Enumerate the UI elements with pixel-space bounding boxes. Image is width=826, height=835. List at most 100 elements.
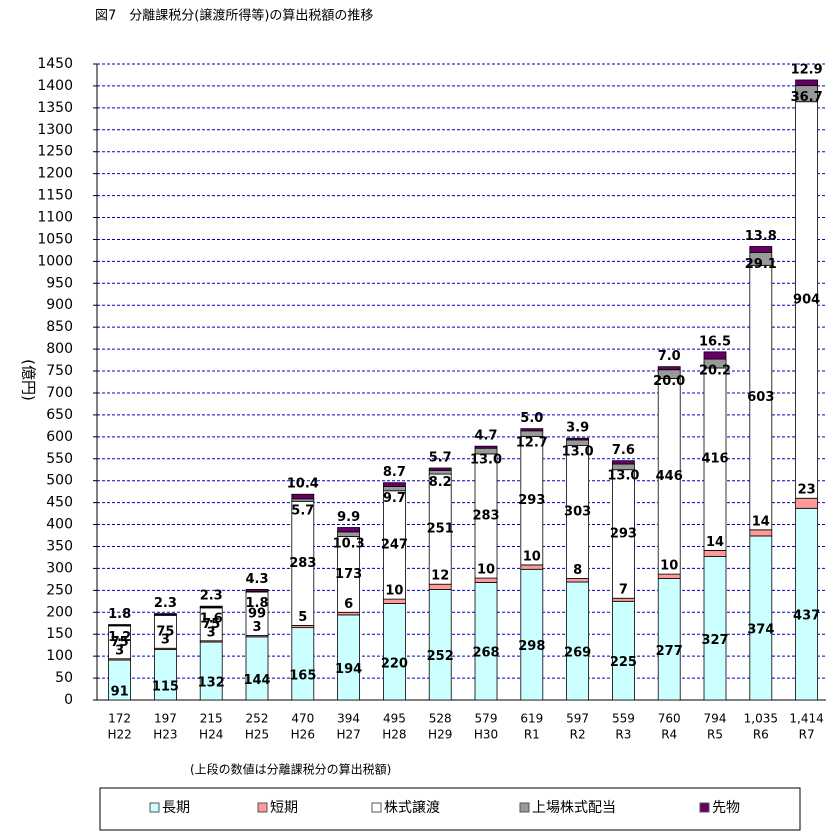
data-label: 603 — [747, 390, 774, 405]
bar-segment — [612, 460, 635, 465]
bar-segment — [520, 428, 544, 432]
data-label: 10.3 — [333, 536, 365, 551]
bar-segment — [749, 529, 773, 537]
data-label: 283 — [289, 556, 316, 571]
x-total-label: 528 — [429, 712, 452, 726]
y-axis-label: (億円) — [20, 359, 38, 401]
bar-segment — [337, 614, 361, 701]
y-tick-label: 1200 — [37, 166, 73, 182]
data-label: 9.7 — [383, 491, 406, 506]
data-label: 12.9 — [791, 62, 823, 77]
data-label: 6 — [344, 597, 353, 612]
data-label: 293 — [518, 493, 545, 508]
x-total-label: 394 — [337, 712, 360, 726]
y-tick-label: 150 — [46, 626, 73, 642]
data-label: 247 — [381, 537, 408, 552]
legend-label: 株式譲渡 — [384, 800, 440, 816]
bar-segment — [703, 556, 727, 701]
data-label: 4.3 — [245, 572, 268, 587]
legend-swatch — [257, 802, 268, 813]
data-label: 144 — [243, 673, 270, 688]
y-tick-label: 1150 — [37, 188, 73, 204]
data-label: 1.8 — [108, 607, 131, 622]
data-label: 16.5 — [699, 334, 731, 349]
data-label: 7.6 — [612, 443, 635, 458]
data-label: 12 — [431, 569, 449, 584]
x-tick-label: H27 — [336, 728, 360, 742]
legend-label: 長期 — [162, 800, 190, 816]
data-label: 36.7 — [791, 90, 823, 105]
note: (上段の数値は分離課税分の算出税額) — [190, 762, 391, 777]
x-tick-label: R5 — [707, 728, 723, 742]
x-total-label: 495 — [383, 712, 406, 726]
data-label: 91 — [111, 685, 129, 700]
x-tick-label: R3 — [615, 728, 631, 742]
legend-label: 上場株式配当 — [532, 800, 616, 816]
legend-swatch — [371, 802, 382, 813]
x-tick-label: R6 — [753, 728, 769, 742]
bar-segment — [795, 79, 819, 87]
x-tick-label: H24 — [199, 728, 223, 742]
bar-segment — [566, 437, 590, 441]
data-label: 13.8 — [745, 229, 777, 244]
chart-title: 図7 分離課税分(譲渡所得等)の算出税額の推移 — [95, 8, 373, 24]
data-label: 416 — [701, 452, 728, 467]
bar-segment — [428, 470, 452, 475]
x-total-label: 559 — [612, 712, 635, 726]
data-label: 298 — [518, 639, 545, 654]
data-label: 277 — [656, 644, 683, 659]
bar-segment — [657, 366, 681, 371]
data-label: 194 — [335, 662, 362, 677]
x-tick-label: H22 — [107, 728, 131, 742]
x-total-label: 470 — [291, 712, 314, 726]
bar-segment — [474, 582, 498, 701]
legend-label: 短期 — [270, 800, 298, 816]
bar-segment — [566, 581, 590, 701]
bar-segment — [245, 589, 269, 592]
data-label: 14 — [706, 535, 724, 550]
bar-segment — [337, 527, 361, 533]
x-tick-label: H26 — [291, 728, 315, 742]
x-total-label: 1,035 — [744, 712, 778, 726]
data-label: 29.1 — [745, 257, 777, 272]
data-label: 5 — [298, 610, 307, 625]
x-tick-label: H29 — [428, 728, 452, 742]
data-label: 13.0 — [607, 469, 639, 484]
bar-segment — [383, 482, 406, 487]
data-label: 252 — [427, 649, 454, 664]
data-label: 303 — [564, 505, 591, 520]
data-label: 75 — [111, 635, 129, 650]
data-label: 2.3 — [154, 596, 177, 611]
bar-segment — [428, 467, 452, 471]
data-label: 3 — [115, 643, 124, 658]
bar-segment — [612, 600, 635, 701]
bar-segment — [154, 613, 177, 616]
x-tick-label: R1 — [524, 728, 540, 742]
bar-segment — [566, 578, 590, 583]
y-tick-label: 850 — [46, 319, 73, 335]
x-tick-label: R2 — [570, 728, 586, 742]
data-label: 251 — [427, 522, 454, 537]
bar-segment — [474, 445, 498, 449]
data-label: 10 — [477, 563, 495, 578]
bar-segment — [703, 351, 727, 360]
data-label: 8.2 — [429, 475, 452, 490]
y-tick-label: 1050 — [37, 231, 73, 247]
data-label: 2.3 — [200, 589, 223, 604]
y-tick-label: 1300 — [37, 122, 73, 138]
x-total-label: 252 — [246, 712, 269, 726]
bar-segment — [108, 624, 132, 626]
y-tick-label: 0 — [64, 692, 73, 708]
data-label: 12.7 — [516, 435, 548, 450]
bar-segment — [383, 598, 406, 604]
data-label: 1.8 — [245, 596, 268, 611]
bar-segment — [428, 589, 452, 701]
data-label: 115 — [152, 679, 179, 694]
data-label: 1.2 — [108, 630, 131, 645]
y-tick-label: 1450 — [37, 56, 73, 72]
x-total-label: 172 — [108, 712, 131, 726]
data-label: 220 — [381, 656, 408, 671]
data-label: 10 — [385, 584, 403, 599]
legend-box — [99, 787, 801, 831]
